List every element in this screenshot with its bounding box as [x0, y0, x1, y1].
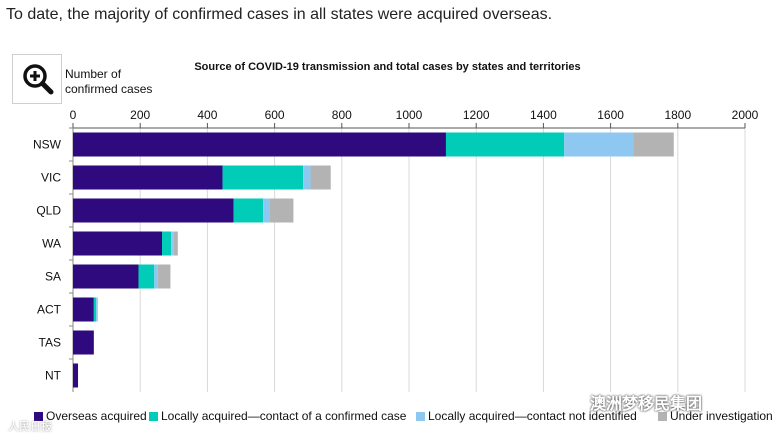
category-label: QLD — [36, 204, 61, 218]
axis-label: Number of confirmed cases — [65, 67, 153, 96]
category-label: WA — [42, 237, 61, 251]
category-label: ACT — [37, 303, 62, 317]
chart-title: Source of COVID-19 transmission and tota… — [0, 61, 781, 73]
zoom-button[interactable] — [12, 54, 62, 104]
bar-qld-series-0 — [73, 198, 234, 223]
bar-act-series-0 — [73, 297, 94, 322]
bar-sa-series-0 — [73, 264, 139, 289]
x-tick-label: 0 — [70, 108, 77, 122]
bar-act-series-2 — [96, 297, 98, 322]
x-tick-label: 1600 — [597, 108, 624, 122]
bar-sa-series-2 — [154, 264, 158, 289]
page-headline: To date, the majority of confirmed cases… — [6, 6, 553, 23]
x-tick-label: 400 — [197, 108, 217, 122]
x-tick-label: 1400 — [530, 108, 557, 122]
x-tick-label: 1800 — [664, 108, 691, 122]
watermark-left: 人民日报 — [8, 421, 52, 433]
bar-wa-series-0 — [73, 231, 163, 256]
zoom-in-icon — [23, 64, 54, 95]
legend-swatch — [658, 412, 667, 421]
legend-item: Under investigation — [658, 409, 773, 423]
bar-nsw-series-3 — [633, 132, 674, 157]
legend-item: Overseas acquired — [34, 409, 147, 423]
x-tick-label: 800 — [332, 108, 352, 122]
legend-label: Locally acquired—contact not identified — [428, 409, 637, 423]
bar-wa-series-2 — [171, 231, 174, 256]
legend-label: Locally acquired—contact of a confirmed … — [161, 409, 407, 423]
bar-sa-series-3 — [157, 264, 171, 289]
x-tick-label: 2000 — [732, 108, 759, 122]
bar-vic-series-0 — [73, 165, 223, 190]
bar-qld-series-2 — [263, 198, 270, 223]
x-tick-label: 200 — [130, 108, 150, 122]
bar-nsw-series-2 — [564, 132, 634, 157]
bar-vic-series-2 — [303, 165, 311, 190]
legend-swatch — [416, 412, 425, 421]
bar-qld-series-1 — [233, 198, 264, 223]
bar-act-series-1 — [93, 297, 97, 322]
x-tick-label: 1200 — [463, 108, 490, 122]
legend-swatch — [34, 412, 43, 421]
bar-wa-series-3 — [173, 231, 178, 256]
x-tick-label: 1000 — [396, 108, 423, 122]
legend-label: Under investigation — [670, 409, 773, 423]
bar-vic-series-3 — [310, 165, 331, 190]
bar-qld-series-3 — [269, 198, 294, 223]
chart-svg: 0 200 400 600 800 1000 1200 1400 1600 1800 2000 NSW… — [33, 108, 759, 392]
bar-wa-series-1 — [162, 231, 172, 256]
bar-tas-series-0 — [73, 330, 94, 355]
bar-nt-series-0 — [73, 363, 79, 388]
category-label: NT — [45, 369, 62, 383]
bar-nsw-series-1 — [445, 132, 565, 157]
legend-label: Overseas acquired — [46, 409, 147, 423]
legend-swatch — [149, 412, 158, 421]
chart-title-text: Source of COVID-19 transmission and tota… — [194, 61, 581, 73]
category-label: VIC — [41, 171, 61, 185]
category-label: NSW — [33, 138, 62, 152]
category-label: TAS — [39, 336, 61, 350]
legend-item: Locally acquired—contact not identified — [416, 409, 637, 423]
watermark-text: 澳洲梦移民集团 — [590, 396, 703, 413]
bar-nsw-series-0 — [73, 132, 446, 157]
bar-sa-series-1 — [138, 264, 155, 289]
bar-vic-series-1 — [222, 165, 304, 190]
legend-item: Locally acquired—contact of a confirmed … — [149, 409, 406, 423]
category-label: SA — [45, 270, 61, 284]
x-tick-label: 600 — [265, 108, 285, 122]
